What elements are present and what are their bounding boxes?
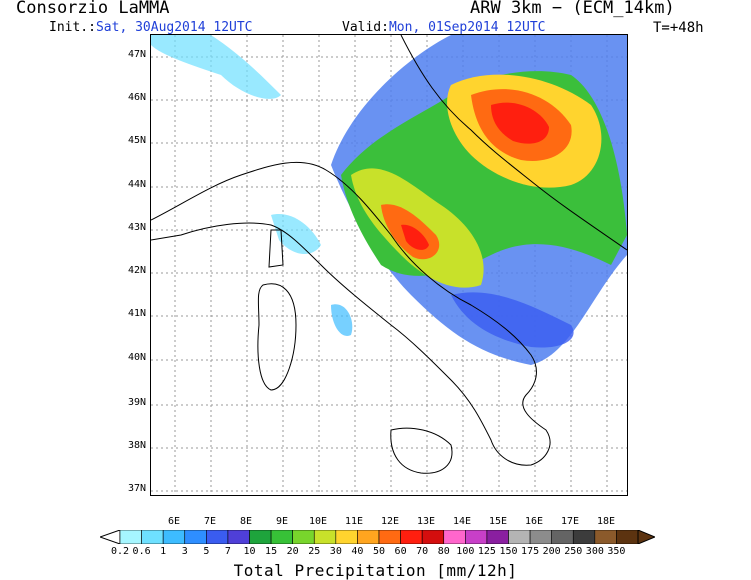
lat-label: 40N [127,352,146,363]
lat-label: 43N [127,222,146,233]
lat-label: 44N [127,179,146,190]
legend-tick-label: 125 [477,546,496,557]
valid-time: Valid:Mon, 01Sep2014 12UTC [342,20,546,35]
legend-tick-label: 20 [286,546,299,557]
legend-tick-label: 300 [585,546,604,557]
legend-tick-label: 100 [456,546,475,557]
legend-swatch [443,530,466,544]
legend-swatch [119,530,142,544]
lon-label: 8E [239,516,253,527]
lon-label: 15E [488,516,508,527]
map-canvas [150,34,628,495]
legend-swatch [227,530,250,544]
org-title: Consorzio LaMMA [16,0,170,18]
lon-label: 18E [596,516,616,527]
legend-swatch [486,530,509,544]
legend-tick-label: 70 [416,546,429,557]
legend-swatch [313,530,337,544]
legend-tick-label: 150 [499,546,518,557]
legend-swatch [572,530,596,544]
legend-tick-label: 5 [203,546,210,557]
legend-tick-label: 250 [564,546,583,557]
lon-label: 17E [560,516,580,527]
lat-label: 37N [127,483,146,494]
lat-label: 47N [127,49,146,60]
legend-swatch [400,530,423,544]
legend-tick-label: 80 [437,546,450,557]
legend-swatch [529,530,552,544]
legend-title: Total Precipitation [mm/12h] [233,561,518,580]
valid-value: Mon, 01Sep2014 12UTC [388,20,546,35]
lon-label: 6E [167,516,181,527]
lon-label: 7E [203,516,217,527]
precipitation-field [151,35,627,365]
legend-swatch [270,530,293,544]
legend-swatch [184,530,207,544]
legend-tick-label: 350 [607,546,626,557]
lat-label: 38N [127,440,146,451]
legend-tick-label: 15 [265,546,278,557]
lon-label: 10E [308,516,328,527]
legend-tick-label: 25 [308,546,321,557]
legend-swatch [357,530,380,544]
legend-tick-label: 1 [160,546,167,557]
init-value: Sat, 30Aug2014 12UTC [95,20,253,35]
legend-tick-label: 175 [521,546,540,557]
model-title: ARW 3km − (ECM_14km) [470,0,675,18]
legend-swatch [465,530,488,544]
lat-label: 42N [127,265,146,276]
legend-tick-label: 10 [243,546,256,557]
coastlines-and-borders [150,34,628,474]
legend-tick-label: 200 [542,546,561,557]
legend-swatch [594,530,617,544]
legend-swatch [206,530,229,544]
legend-swatch [335,530,358,544]
legend-swatch [378,530,401,544]
init-time: Init.:Sat, 30Aug2014 12UTC [49,20,253,35]
precipitation-map [150,34,628,496]
legend-swatch [162,530,186,544]
lat-label: 45N [127,135,146,146]
lon-label: 16E [524,516,544,527]
lon-label: 11E [344,516,364,527]
legend-swatch [551,530,574,544]
lat-label: 41N [127,308,146,319]
forecast-step: T=+48h [653,20,704,36]
lat-label: 46N [127,92,146,103]
legend-left-arrow [100,530,121,544]
legend-tick-label: 0.2 [110,546,130,557]
valid-label: Valid: [342,20,389,35]
legend-swatch [292,530,315,544]
legend-swatch [508,530,531,544]
legend-tick-label: 60 [394,546,407,557]
legend-swatch [616,530,639,544]
lon-label: 9E [275,516,289,527]
legend-swatch [141,530,164,544]
legend-tick-label: 40 [351,546,364,557]
init-label: Init.: [49,20,96,35]
legend-tick-label: 3 [181,546,188,557]
lon-label: 12E [380,516,400,527]
legend-tick-label: 30 [329,546,342,557]
legend-tick-label: 50 [372,546,386,557]
lat-label: 39N [127,397,146,408]
lon-label: 14E [452,516,472,527]
legend-right-arrow [637,530,655,544]
legend-swatch [249,530,272,544]
legend-tick-label: 7 [224,546,231,557]
legend-tick-label: 0.6 [132,546,151,557]
legend-swatch [421,530,445,544]
color-legend [100,530,655,544]
lon-label: 13E [416,516,436,527]
